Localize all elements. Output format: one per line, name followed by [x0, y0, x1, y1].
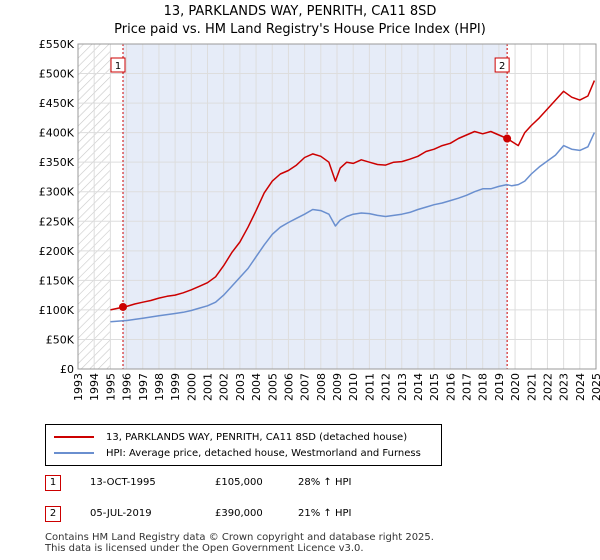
chart-title: 13, PARKLANDS WAY, PENRITH, CA11 8SD [163, 4, 437, 19]
x-tick-label: 2018 [477, 373, 490, 401]
y-tick-label: £400K [39, 127, 75, 140]
legend-item-hpi: HPI: Average price, detached house, West… [54, 446, 421, 460]
x-tick-label: 2001 [202, 373, 215, 401]
y-tick-label: £100K [39, 304, 75, 317]
legend-label-property: 13, PARKLANDS WAY, PENRITH, CA11 8SD (de… [106, 431, 408, 443]
y-tick-label: £200K [39, 245, 75, 258]
x-tick-label: 2024 [574, 373, 587, 401]
sale-price: £390,000 [215, 508, 263, 519]
property-series-line [110, 80, 596, 311]
x-tick-label: 2012 [380, 373, 393, 401]
x-tick-label: 1996 [121, 373, 134, 401]
y-tick-label: £0 [60, 363, 74, 376]
price-chart: £0 £50K £100K £150K £200K £250K £300K £350K £400… [39, 38, 600, 401]
sale-price: £105,000 [215, 477, 263, 488]
sale-label-box [110, 57, 126, 73]
sale-hpi-change: 28% ↑ HPI [298, 477, 352, 488]
x-tick-label: 1995 [104, 373, 117, 401]
hpi-series-line [110, 132, 596, 323]
x-tick-label: 2000 [185, 373, 198, 401]
legend-swatch-hpi [54, 452, 94, 454]
footer-licence: This data is licensed under the Open Gov… [45, 543, 364, 554]
legend-item-property: 13, PARKLANDS WAY, PENRITH, CA11 8SD (de… [54, 430, 407, 444]
x-tick-label: 2003 [234, 373, 247, 401]
ownership-shaded-region [123, 44, 508, 369]
sale-point [119, 302, 128, 311]
sale-date: 13-OCT-1995 [90, 477, 156, 488]
x-tick-label: 2015 [428, 373, 441, 401]
legend-label-hpi: HPI: Average price, detached house, West… [106, 447, 421, 459]
x-tick-label: 2005 [266, 373, 279, 401]
sale-date: 05-JUL-2019 [90, 508, 152, 519]
y-tick-label: £450K [39, 97, 75, 110]
sale-number-badge: 2 [45, 506, 61, 522]
x-tick-label: 2017 [461, 373, 474, 401]
x-tick-label: 1999 [169, 373, 182, 401]
sale-point [503, 134, 512, 143]
x-tick-label: 2007 [299, 373, 312, 401]
x-tick-label: 2011 [363, 373, 376, 401]
y-tick-label: £550K [39, 38, 75, 51]
sale-label-box [494, 57, 510, 73]
x-tick-label: 2025 [590, 373, 600, 401]
x-tick-label: 2022 [541, 373, 554, 401]
x-tick-label: 1997 [137, 373, 150, 401]
y-tick-label: £500K [39, 68, 75, 81]
legend-swatch-property [54, 436, 94, 438]
sale-number-badge: 1 [45, 475, 61, 491]
x-tick-label: 2019 [493, 373, 506, 401]
x-tick-label: 2023 [558, 373, 571, 401]
sale-hpi-change: 21% ↑ HPI [298, 508, 352, 519]
y-tick-label: £300K [39, 186, 75, 199]
x-tick-label: 1994 [88, 373, 101, 401]
plot-frame [77, 43, 597, 370]
x-tick-label: 1998 [153, 373, 166, 401]
legend: 13, PARKLANDS WAY, PENRITH, CA11 8SD (de… [45, 424, 442, 466]
footer-copyright: Contains HM Land Registry data © Crown c… [45, 532, 434, 543]
x-tick-label: 2021 [525, 373, 538, 401]
x-tick-label: 2009 [331, 373, 344, 401]
sale-label-number: 2 [499, 61, 505, 72]
x-tick-label: 2020 [509, 373, 522, 401]
y-tick-label: £150K [39, 274, 75, 287]
x-tick-label: 2014 [412, 373, 425, 401]
y-tick-label: £50K [46, 333, 75, 346]
x-tick-label: 2008 [315, 373, 328, 401]
x-tick-label: 2002 [218, 373, 231, 401]
chart-subtitle: Price paid vs. HM Land Registry's House … [114, 22, 486, 37]
x-tick-label: 1993 [72, 373, 85, 401]
sale-label-number: 1 [115, 61, 121, 72]
x-tick-label: 2013 [396, 373, 409, 401]
y-tick-label: £350K [39, 156, 75, 169]
x-tick-label: 2016 [444, 373, 457, 401]
x-tick-label: 2006 [282, 373, 295, 401]
x-tick-label: 2004 [250, 373, 263, 401]
y-tick-label: £250K [39, 215, 75, 228]
x-tick-label: 2010 [347, 373, 360, 401]
